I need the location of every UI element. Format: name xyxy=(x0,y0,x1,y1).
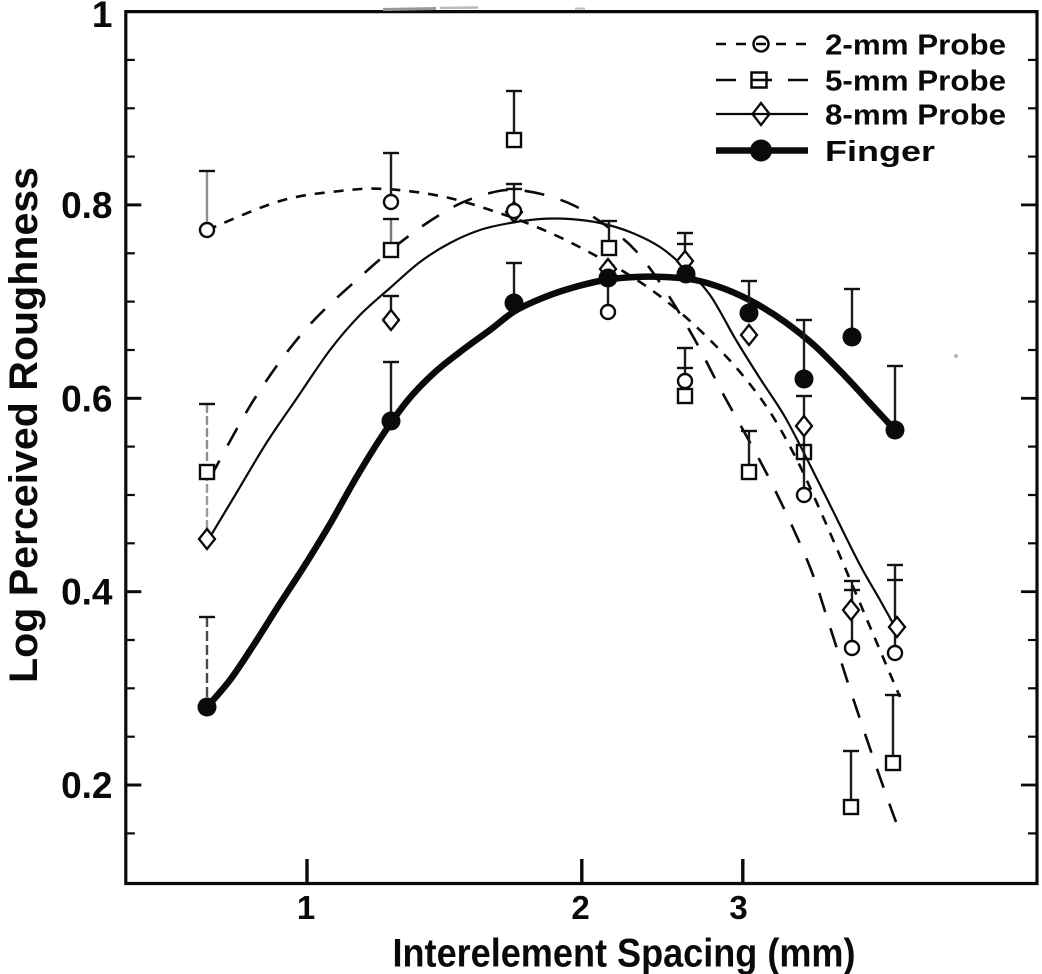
svg-text:0.6: 0.6 xyxy=(61,378,112,419)
svg-text:2-mm Probe: 2-mm Probe xyxy=(825,30,1006,62)
svg-text:Log Perceived Roughness: Log Perceived Roughness xyxy=(2,167,46,683)
svg-text:0.8: 0.8 xyxy=(61,185,112,226)
svg-text:1: 1 xyxy=(297,889,315,926)
svg-text:1: 1 xyxy=(92,0,113,35)
svg-text:0.4: 0.4 xyxy=(61,572,113,613)
svg-text:Finger: Finger xyxy=(825,136,935,168)
svg-text:2: 2 xyxy=(571,889,589,926)
svg-text:5-mm Probe: 5-mm Probe xyxy=(825,66,1006,98)
svg-text:Interelement Spacing (mm): Interelement Spacing (mm) xyxy=(393,932,856,974)
svg-text:3: 3 xyxy=(729,889,747,926)
svg-text:8-mm Probe: 8-mm Probe xyxy=(825,100,1006,132)
svg-text:0.2: 0.2 xyxy=(61,765,112,806)
